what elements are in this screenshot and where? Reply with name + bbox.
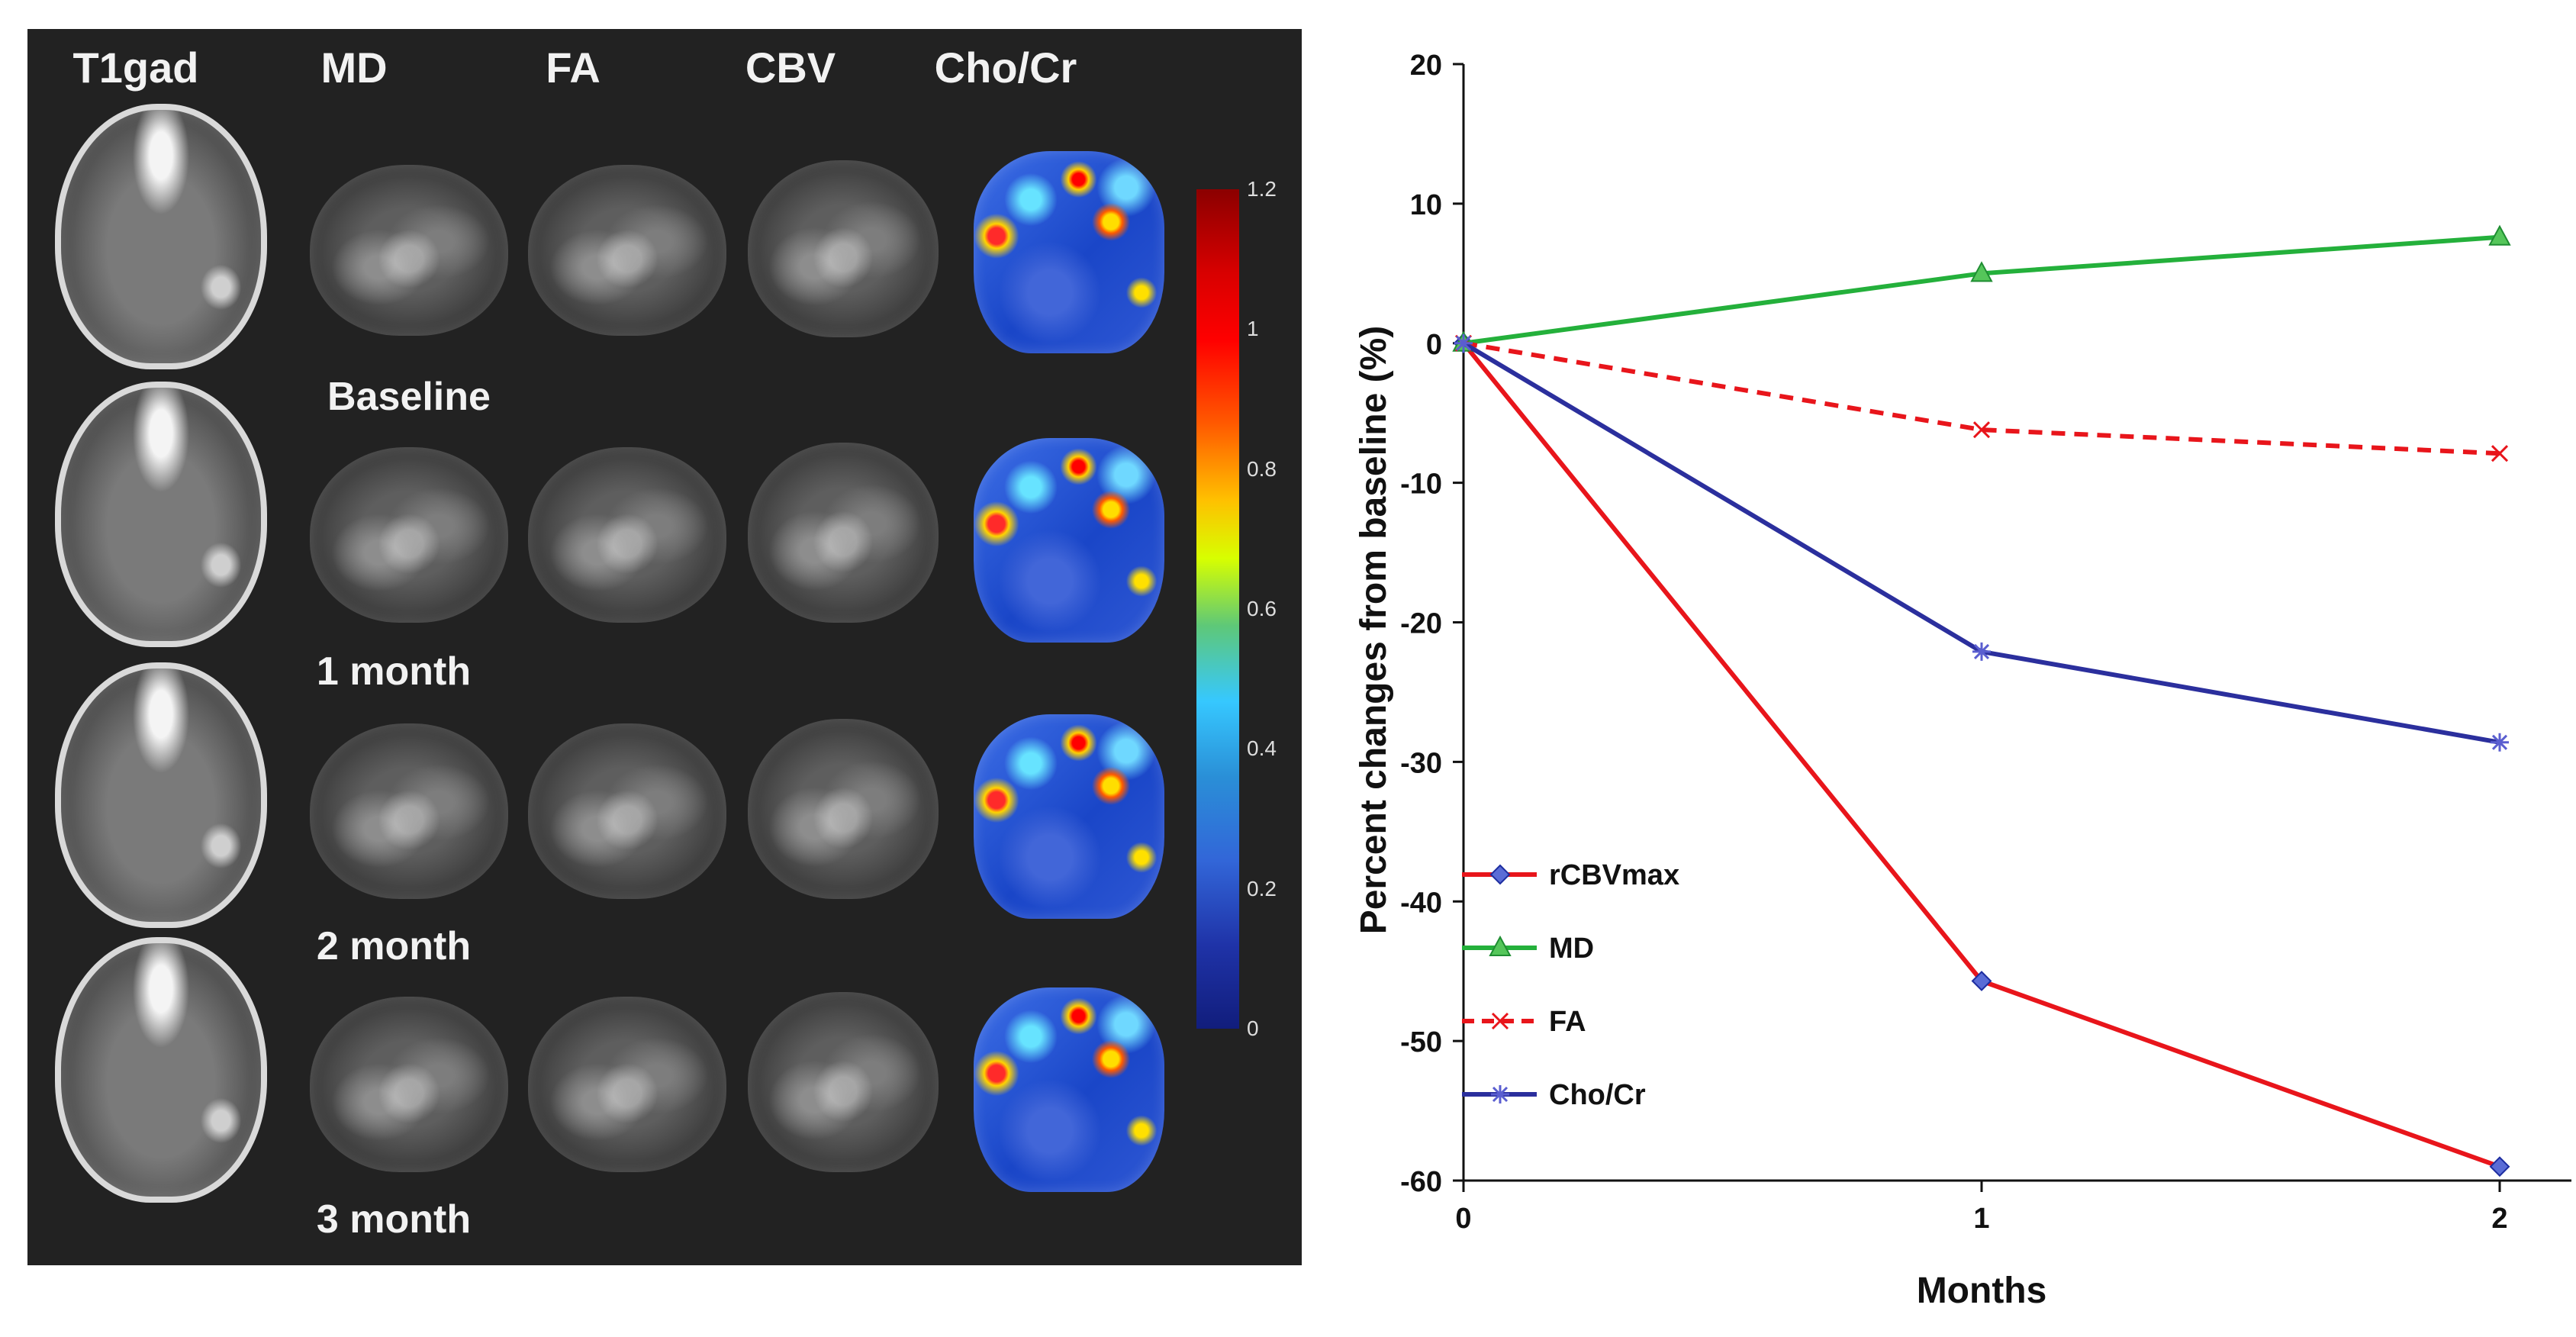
data-point: [2488, 224, 2511, 246]
y-tick-label: -50: [1400, 1026, 1442, 1058]
legend-marker: [1491, 1085, 1509, 1103]
timepoint-label-2-month: 2 month: [316, 924, 472, 968]
series-line: [1463, 234, 2500, 346]
colorbar-tick-1: 1: [1247, 317, 1259, 340]
column-heading-t1gad: T1gad: [72, 43, 199, 92]
y-tick-label: 20: [1410, 50, 1442, 82]
cbv-3-month-scan: [748, 992, 939, 1172]
data-point: [1454, 333, 1473, 353]
y-axis-label: Percent changes from baseline (%): [1354, 326, 1394, 935]
series-line: [1463, 340, 2500, 456]
data-point: [2489, 1156, 2510, 1178]
legend-item-md: MD: [1462, 933, 1594, 965]
x-axis-label: Months: [1917, 1271, 2047, 1311]
fa-1-month-scan: [528, 447, 726, 623]
cho-cr-1-month-map: [974, 438, 1164, 643]
fa-3-month-scan: [528, 997, 726, 1172]
x-tick-label: 2: [2491, 1203, 2507, 1235]
cbv-2-month-scan: [748, 719, 939, 899]
colorbar-tick-0-8: 0.8: [1247, 457, 1277, 481]
colorbar-tick-0-4: 0.4: [1247, 736, 1277, 760]
series-fa: [1454, 334, 2509, 462]
md-2-month-scan: [310, 723, 508, 899]
y-tick-label: 0: [1426, 329, 1442, 361]
cho-cr-baseline-map: [974, 151, 1164, 353]
y-tick-label: -30: [1400, 747, 1442, 779]
colorbar-tick-0-2: 0.2: [1247, 877, 1277, 900]
colorbar-tick-0: 0: [1247, 1016, 1259, 1040]
md-1-month-scan: [310, 447, 508, 623]
y-tick-label: -60: [1400, 1166, 1442, 1198]
colorbar-tick-1-2: 1.2: [1247, 177, 1277, 201]
column-heading-fa: FA: [546, 43, 601, 92]
legend-label: Cho/Cr: [1549, 1079, 1646, 1111]
legend-label: rCBVmax: [1549, 859, 1679, 891]
legend-marker: [1489, 864, 1511, 885]
fa-baseline-scan: [528, 165, 726, 336]
column-heading-md: MD: [320, 43, 388, 92]
md-3-month-scan: [310, 997, 508, 1172]
series-rcbvmax: [1453, 333, 2510, 1178]
t1gad-3-month-scan: [55, 937, 267, 1203]
legend-marker: [1491, 1012, 1509, 1030]
y-tick-label: 10: [1410, 189, 1442, 221]
timepoint-label-3-month: 3 month: [316, 1197, 472, 1242]
cbv-1-month-scan: [748, 443, 939, 623]
legend-marker: [1489, 935, 1512, 956]
series-line: [1461, 341, 2501, 1169]
md-baseline-scan: [310, 165, 508, 336]
series-line: [1462, 341, 2500, 745]
colorbar-tick-0-6: 0.6: [1247, 597, 1277, 620]
cho-cr-colorbar: [1196, 189, 1239, 1029]
data-point: [1971, 971, 1992, 991]
mri-image-panel: T1gad MD FA CBV Cho/Cr Baseline 1 month …: [27, 29, 1302, 1265]
data-point: [1972, 421, 1991, 439]
t1gad-1-month-scan: [55, 382, 267, 647]
y-tick-label: -20: [1400, 608, 1442, 640]
data-point: [1972, 642, 1991, 661]
cho-cr-2-month-map: [974, 714, 1164, 919]
series-md: [1452, 224, 2511, 352]
data-point: [2491, 733, 2509, 752]
cbv-baseline-scan: [748, 160, 939, 337]
x-tick-label: 0: [1455, 1203, 1471, 1235]
timepoint-label-baseline: Baseline: [327, 375, 491, 419]
legend-label: FA: [1549, 1006, 1586, 1038]
legend-item-cho-cr: Cho/Cr: [1462, 1079, 1646, 1111]
legend-label: MD: [1549, 933, 1594, 965]
column-heading-cbv: CBV: [745, 43, 836, 92]
x-tick-label: 1: [1973, 1203, 1989, 1235]
cho-cr-3-month-map: [974, 987, 1164, 1192]
t1gad-2-month-scan: [55, 662, 267, 928]
data-point: [1970, 261, 1993, 282]
percent-change-line-chart: 20 10 0 -10 -20 -30 -40 -50 -60 0 1 2 Months Percent …: [1354, 50, 2571, 1311]
series-cho-cr: [1454, 333, 2509, 752]
fa-2-month-scan: [528, 723, 726, 899]
y-tick-label: -10: [1400, 469, 1442, 501]
data-point: [2491, 445, 2509, 462]
legend-item-rcbvmax: rCBVmax: [1462, 859, 1679, 891]
t1gad-baseline-scan: [55, 104, 267, 369]
column-heading-cho-cr: Cho/Cr: [934, 43, 1077, 92]
legend-item-fa: FA: [1462, 1006, 1586, 1038]
y-tick-label: -40: [1400, 887, 1442, 919]
timepoint-label-1-month: 1 month: [316, 649, 472, 694]
